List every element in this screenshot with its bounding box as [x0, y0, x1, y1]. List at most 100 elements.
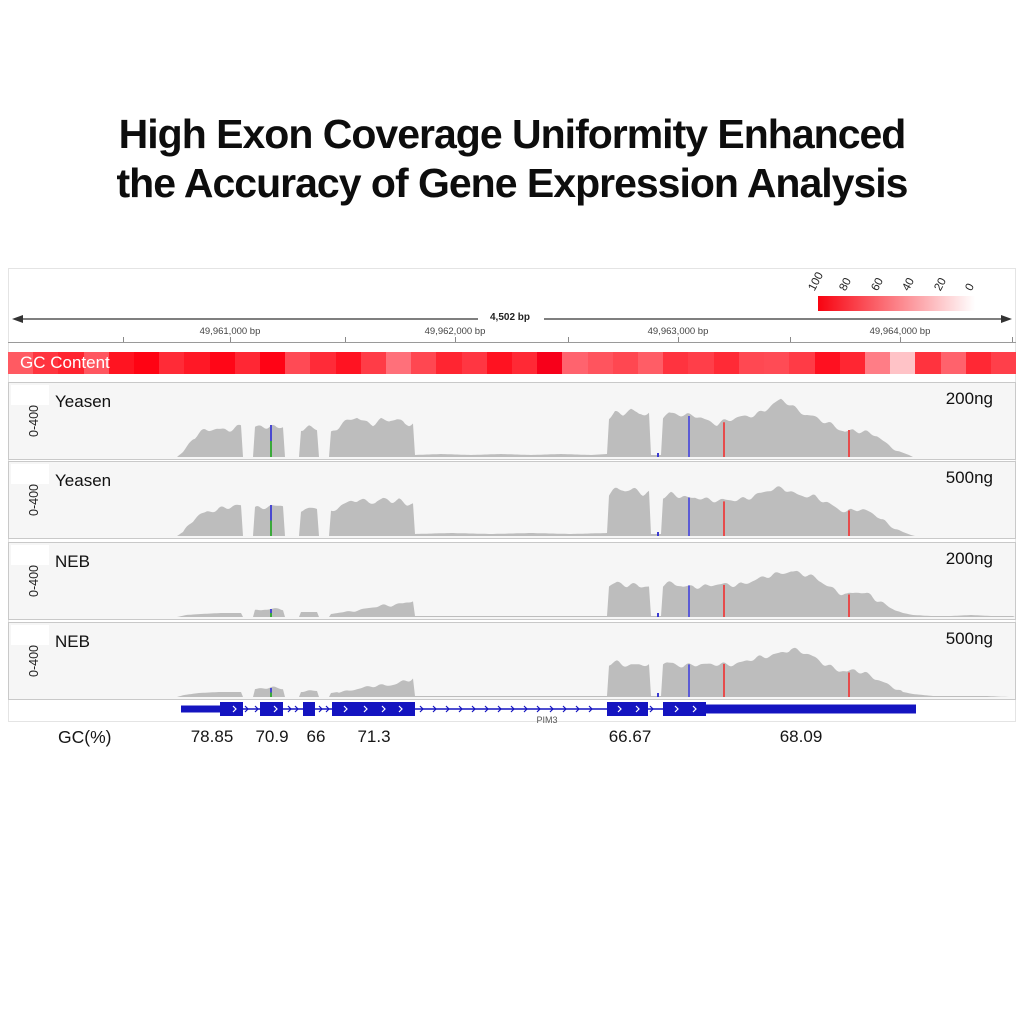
intron-direction-chevron [649, 705, 654, 713]
ruler-minor-tick [345, 337, 346, 342]
track-sample-name: Yeasen [55, 392, 112, 411]
track-corner-patch [11, 625, 49, 645]
variant-line-marker [688, 585, 690, 617]
track-input-amount: 500ng [945, 629, 993, 648]
intron-direction-chevron [523, 705, 528, 713]
figure-title: High Exon Coverage Uniformity Enhanced t… [0, 110, 1024, 208]
coverage-histogram [169, 398, 1015, 457]
variant-tick-marker [657, 532, 659, 536]
intron-direction-chevron [325, 705, 330, 713]
exon-direction-chevron [398, 705, 403, 713]
gc-heat-segment [789, 352, 815, 374]
variant-tick-marker [657, 693, 659, 697]
gc-heat-segment [360, 352, 387, 374]
intron-direction-chevron [244, 705, 249, 713]
gene-exon [260, 702, 283, 716]
ruler-span-arrow [12, 315, 1012, 323]
intron-direction-chevron [294, 705, 299, 713]
ruler-coordinate-label: 49,961,000 bp [199, 326, 261, 337]
gc-heat-segment [814, 352, 840, 374]
gene-name-label: PIM3 [536, 715, 557, 725]
intron-direction-chevron [432, 705, 437, 713]
intron-direction-chevron [575, 705, 580, 713]
gene-utr-bar [181, 705, 220, 713]
gc-heat-segment [764, 352, 790, 374]
gc-heat-segment [386, 352, 412, 374]
gc-heat-segment [58, 352, 84, 374]
gc-percent-value: 70.9 [255, 727, 289, 746]
track-input-amount: 500ng [945, 468, 993, 487]
intron-direction-chevron [318, 705, 323, 713]
variant-line-marker [723, 663, 725, 697]
gc-heat-segment [486, 352, 513, 374]
gc-percent-value: 66.67 [608, 727, 652, 746]
gc-percent-label: GC(%) [58, 727, 112, 747]
coverage-track: Yeasen 200ng 0-400 [8, 382, 1016, 460]
intron-direction-chevron [458, 705, 463, 713]
gc-heat-segment [638, 352, 664, 374]
gc-percent-value: 78.85 [190, 727, 234, 746]
ruler-minor-tick [790, 337, 791, 342]
gc-heat-segment [612, 352, 639, 374]
gc-heat-segment [8, 352, 34, 374]
variant-line-marker [848, 594, 850, 617]
intron-direction-chevron [254, 705, 259, 713]
track-corner-patch [11, 464, 49, 484]
snp-marker [270, 688, 272, 693]
intron-direction-chevron [549, 705, 554, 713]
track-corner-patch [11, 385, 49, 405]
gc-heat-segment [436, 352, 462, 374]
track-sample-name: NEB [55, 632, 90, 651]
gc-heat-segment [587, 352, 613, 374]
variant-line-marker [848, 672, 850, 697]
track-corner-patch [11, 545, 49, 565]
figure-title-line1: High Exon Coverage Uniformity Enhanced [118, 111, 907, 157]
track-input-amount: 200ng [945, 389, 993, 408]
gc-heat-segment [890, 352, 916, 374]
coverage-track: NEB 200ng 0-400 [8, 542, 1016, 620]
gc-heat-segment [990, 352, 1017, 374]
gene-last-exon-bar [706, 704, 916, 714]
gc-heat-segment [839, 352, 865, 374]
gc-heat-segment [864, 352, 891, 374]
gc-heat-segment [159, 352, 185, 374]
gc-heat-segment [335, 352, 361, 374]
track-sample-name: NEB [55, 552, 90, 571]
variant-line-marker [688, 416, 690, 457]
coverage-histogram [169, 486, 1015, 536]
ruler-major-tick [900, 337, 901, 342]
ruler-span-label: 4,502 bp [489, 312, 531, 323]
variant-line-marker [848, 430, 850, 457]
ruler-coordinate-label: 49,963,000 bp [647, 326, 709, 337]
gc-heat-segment [83, 352, 109, 374]
gene-exon [607, 702, 648, 716]
gc-percent-value: 66 [306, 727, 326, 746]
gc-heat-segment [260, 352, 286, 374]
ruler-minor-tick [568, 337, 569, 342]
variant-tick-marker [657, 613, 659, 617]
intron-direction-chevron [445, 705, 450, 713]
gc-heat-segment [537, 352, 563, 374]
snp-marker [270, 505, 272, 521]
gc-percent-value: 71.3 [357, 727, 391, 746]
gc-percent-value: 68.09 [779, 727, 823, 746]
ruler-major-tick [455, 337, 456, 342]
ruler-baseline [8, 342, 1016, 343]
intron-direction-chevron [588, 705, 593, 713]
gc-content-heat-bar [8, 352, 1017, 374]
exon-direction-chevron [617, 705, 622, 713]
track-input-amount: 200ng [945, 549, 993, 568]
ruler-coordinate-label: 49,964,000 bp [869, 326, 931, 337]
gc-heat-segment [713, 352, 739, 374]
gene-exon [303, 702, 315, 716]
gc-heat-segment [209, 352, 235, 374]
intron-direction-chevron [562, 705, 567, 713]
intron-direction-chevron [287, 705, 292, 713]
gc-heat-segment [965, 352, 991, 374]
gc-heat-segment [184, 352, 210, 374]
coverage-histogram [169, 570, 1015, 617]
ruler-major-tick [678, 337, 679, 342]
exon-direction-chevron [232, 705, 237, 713]
coverage-track: NEB 500ng 0-400 [8, 622, 1016, 700]
